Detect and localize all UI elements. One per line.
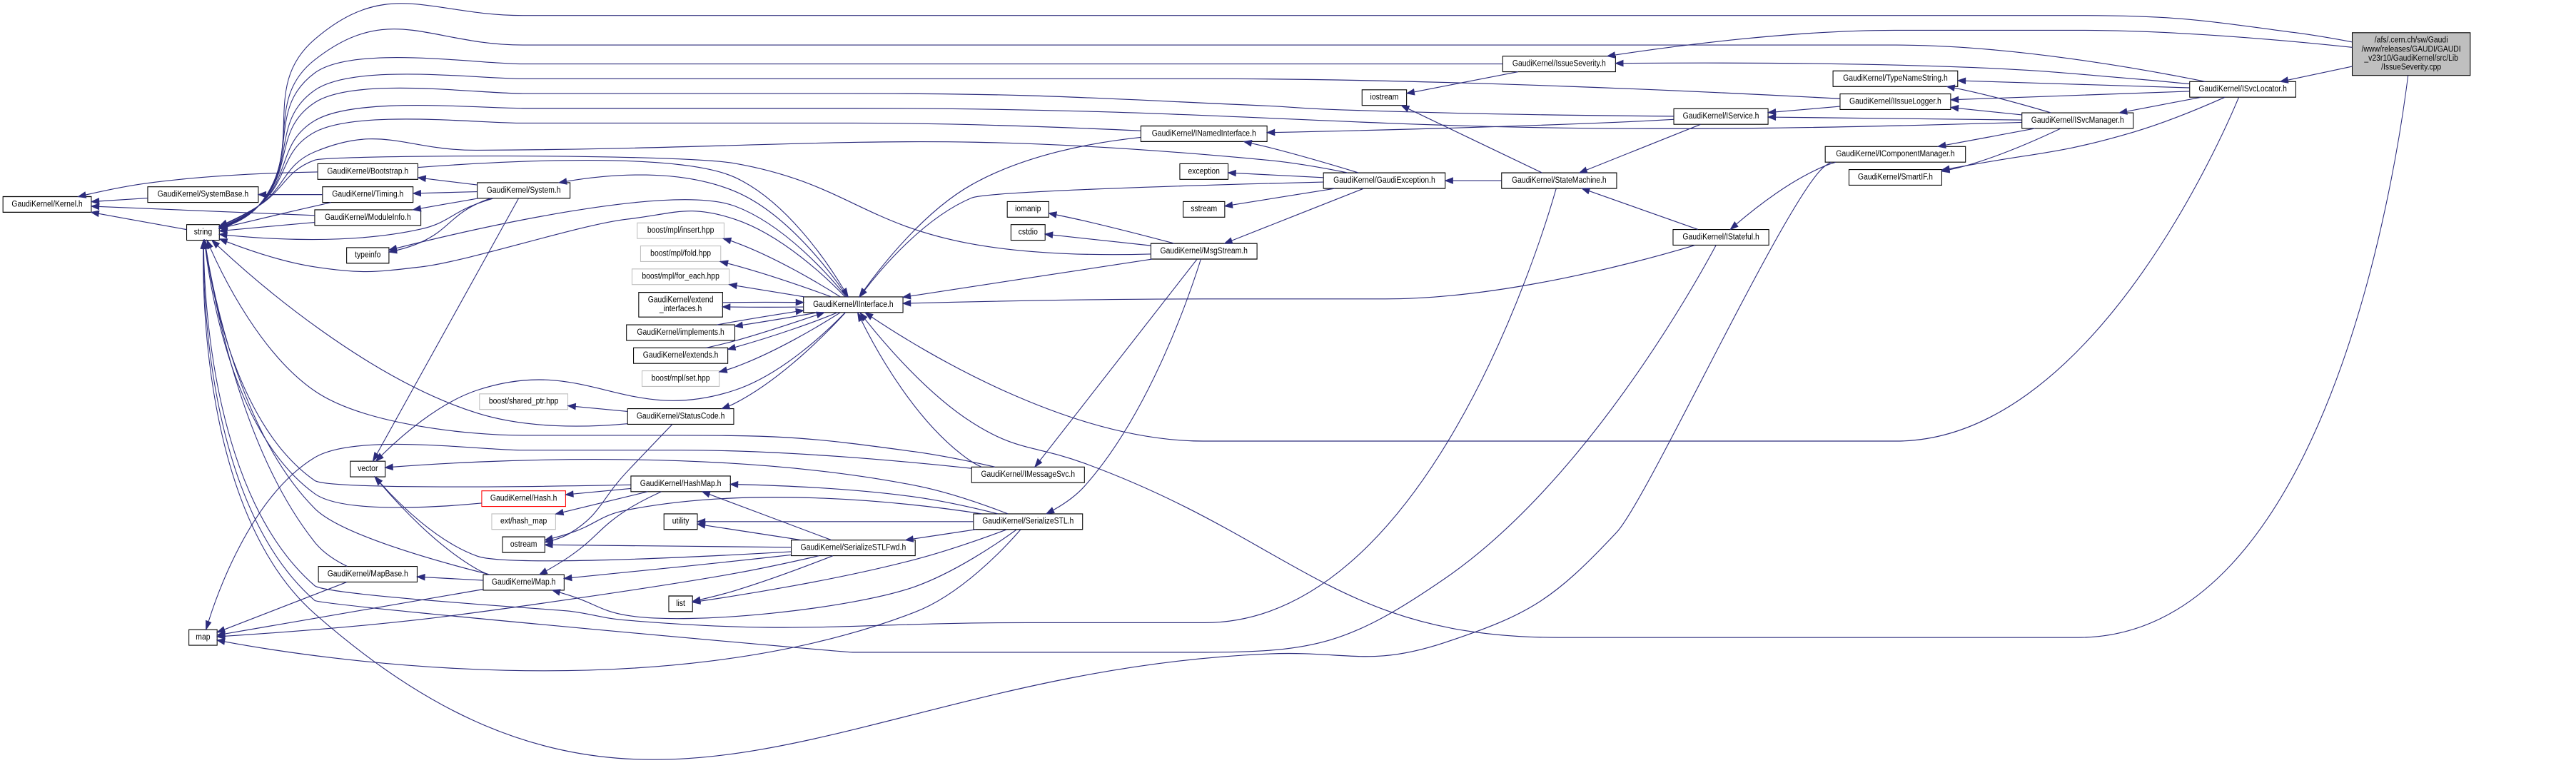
svg-text:GaudiKernel/MsgStream.h: GaudiKernel/MsgStream.h — [1161, 247, 1248, 256]
svg-text:map: map — [196, 633, 210, 642]
svg-text:boost/mpl/fold.hpp: boost/mpl/fold.hpp — [650, 249, 711, 258]
svg-text:GaudiKernel/Timing.h: GaudiKernel/Timing.h — [332, 190, 403, 199]
svg-text:GaudiKernel/Map.h: GaudiKernel/Map.h — [492, 577, 555, 587]
svg-text:GaudiKernel/ModuleInfo.h: GaudiKernel/ModuleInfo.h — [325, 213, 411, 222]
svg-text:GaudiKernel/SerializeSTL.h: GaudiKernel/SerializeSTL.h — [982, 517, 1074, 526]
svg-text:sstream: sstream — [1191, 205, 1217, 214]
svg-text:boost/shared_ptr.hpp: boost/shared_ptr.hpp — [489, 397, 559, 406]
svg-text:iostream: iostream — [1370, 93, 1399, 102]
svg-text:GaudiKernel/IIssueLogger.h: GaudiKernel/IIssueLogger.h — [1849, 97, 1941, 106]
svg-text:GaudiKernel/SystemBase.h: GaudiKernel/SystemBase.h — [158, 190, 249, 199]
svg-text:GaudiKernel/HashMap.h: GaudiKernel/HashMap.h — [640, 479, 722, 488]
svg-text:GaudiKernel/IInterface.h: GaudiKernel/IInterface.h — [813, 300, 894, 309]
svg-text:typeinfo: typeinfo — [355, 251, 380, 260]
svg-text:GaudiKernel/IService.h: GaudiKernel/IService.h — [1683, 112, 1759, 121]
svg-text:_interfaces.h: _interfaces.h — [659, 305, 702, 314]
svg-text:GaudiKernel/extends.h: GaudiKernel/extends.h — [643, 351, 719, 360]
svg-text:/IssueSeverity.cpp: /IssueSeverity.cpp — [2381, 63, 2441, 72]
svg-text:list: list — [676, 599, 685, 608]
svg-text:boost/mpl/set.hpp: boost/mpl/set.hpp — [652, 374, 710, 383]
svg-text:_v23r10/GaudiKernel/src/Lib: _v23r10/GaudiKernel/src/Lib — [2363, 54, 2458, 64]
svg-text:cstdio: cstdio — [1019, 228, 1038, 237]
svg-text:GaudiKernel/GaudiException.h: GaudiKernel/GaudiException.h — [1333, 176, 1435, 185]
svg-text:ext/hash_map: ext/hash_map — [500, 517, 547, 526]
svg-text:GaudiKernel/SmartIF.h: GaudiKernel/SmartIF.h — [1858, 173, 1933, 182]
svg-text:GaudiKernel/ISvcLocator.h: GaudiKernel/ISvcLocator.h — [2198, 85, 2287, 94]
svg-text:GaudiKernel/ISvcManager.h: GaudiKernel/ISvcManager.h — [2031, 116, 2124, 125]
svg-text:iomanip: iomanip — [1015, 205, 1041, 214]
svg-text:ostream: ostream — [510, 540, 537, 549]
svg-text:/afs/.cern.ch/sw/Gaudi: /afs/.cern.ch/sw/Gaudi — [2375, 36, 2448, 45]
svg-text:GaudiKernel/Kernel.h: GaudiKernel/Kernel.h — [11, 200, 82, 209]
svg-text:GaudiKernel/Bootstrap.h: GaudiKernel/Bootstrap.h — [327, 167, 408, 176]
svg-text:GaudiKernel/INamedInterface.h: GaudiKernel/INamedInterface.h — [1152, 129, 1256, 138]
svg-text:GaudiKernel/IComponentManager.: GaudiKernel/IComponentManager.h — [1836, 150, 1954, 159]
svg-text:GaudiKernel/Hash.h: GaudiKernel/Hash.h — [490, 494, 557, 503]
svg-text:GaudiKernel/implements.h: GaudiKernel/implements.h — [637, 328, 724, 337]
svg-text:GaudiKernel/StatusCode.h: GaudiKernel/StatusCode.h — [637, 412, 725, 421]
svg-text:GaudiKernel/IMessageSvc.h: GaudiKernel/IMessageSvc.h — [981, 470, 1075, 480]
svg-text:GaudiKernel/MapBase.h: GaudiKernel/MapBase.h — [328, 570, 408, 579]
svg-text:boost/mpl/for_each.hpp: boost/mpl/for_each.hpp — [642, 272, 719, 281]
svg-text:GaudiKernel/StateMachine.h: GaudiKernel/StateMachine.h — [1512, 176, 1607, 185]
svg-text:vector: vector — [358, 465, 378, 474]
svg-text:GaudiKernel/IStateful.h: GaudiKernel/IStateful.h — [1682, 233, 1759, 242]
svg-text:utility: utility — [672, 517, 690, 526]
svg-text:GaudiKernel/IssueSeverity.h: GaudiKernel/IssueSeverity.h — [1512, 59, 1606, 69]
svg-text:exception: exception — [1188, 167, 1220, 176]
svg-text:GaudiKernel/extend: GaudiKernel/extend — [648, 295, 714, 305]
svg-text:GaudiKernel/System.h: GaudiKernel/System.h — [487, 186, 561, 195]
svg-text:string: string — [194, 228, 212, 237]
svg-text:GaudiKernel/SerializeSTLFwd.h: GaudiKernel/SerializeSTLFwd.h — [801, 543, 906, 552]
svg-text:GaudiKernel/TypeNameString.h: GaudiKernel/TypeNameString.h — [1843, 74, 1948, 84]
svg-text:/www/releases/GAUDI/GAUDI: /www/releases/GAUDI/GAUDI — [2362, 45, 2461, 54]
svg-text:boost/mpl/insert.hpp: boost/mpl/insert.hpp — [647, 226, 714, 236]
